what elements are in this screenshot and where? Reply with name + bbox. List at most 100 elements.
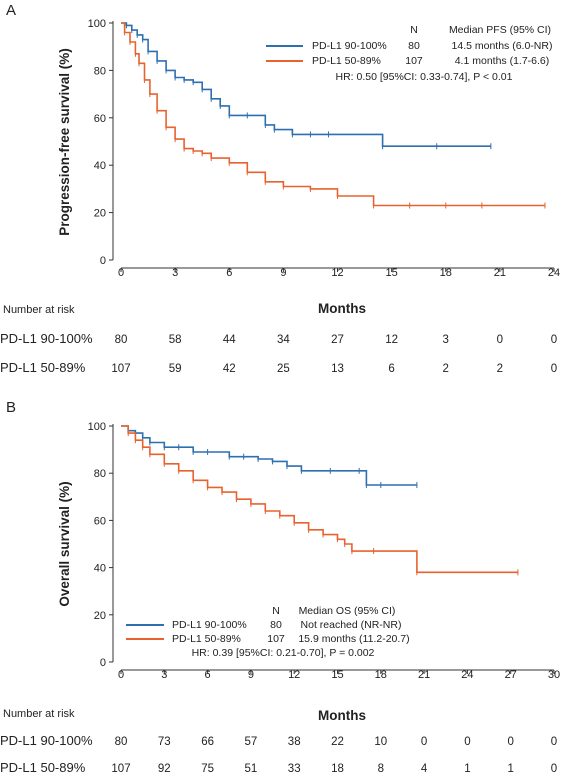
panel-b-risk-value: 10 [374,736,387,748]
panel-a-risk-value: 25 [277,363,290,375]
panel-b-risk-value: 4 [421,763,428,775]
panel-a-risk-value: 2 [443,363,449,375]
panel-b-y-tick-label: 40 [94,563,106,575]
panel-b-x-tick-label: 30 [548,669,560,681]
panel-a-risk-value: 59 [169,363,182,375]
panel-b-legend-n-90: 80 [270,619,282,631]
panel-a-y-tick-label: 100 [88,18,106,30]
panel-b-y-tick-label: 0 [100,657,106,669]
panel-b-risk-value: 18 [331,763,344,775]
panel-b-series-90-100-curve [121,425,417,486]
panel-b-risk-value: 75 [201,763,214,775]
panel-a-x-tick-label: 0 [118,267,124,279]
panel-a-legend-name-90: PD-L1 90-100% [312,40,387,52]
panel-a-y-tick-label: 60 [94,113,106,125]
panel-a-risk-label-90: PD-L1 90-100% [0,331,93,346]
panel-a-risk-value: 42 [223,363,236,375]
panel-b-series-50-89-curve [121,425,518,574]
panel-b-legend-name-90: PD-L1 90-100% [172,619,247,631]
panel-b-x-tick-label: 21 [418,669,430,681]
panel-a-y-tick-label: 40 [94,160,106,172]
panel-b-risk-value: 0 [551,736,557,748]
panel-b-risk-value: 92 [158,763,171,775]
panel-a-x-tick-label: 9 [280,267,286,279]
panel-b-risk-value: 51 [245,763,258,775]
panel-b-risk-value: 73 [158,736,171,748]
panel-b-risk-value: 66 [201,736,214,748]
panel-b-legend-median-90: Not reached (NR-NR) [301,619,402,631]
panel-b-letter: B [6,399,16,416]
panel-a-risk-value: 0 [497,334,503,346]
panel-b-risk-value: 38 [288,736,301,748]
panel-b-risk-value: 33 [288,763,301,775]
panel-b-x-tick-label: 18 [375,669,387,681]
panel-b-legend-n-header: N [272,605,280,617]
panel-a-legend-median-90: 14.5 months (6.0-NR) [452,40,553,52]
panel-a-risk-value: 13 [331,363,344,375]
panel-a-x-tick-label: 18 [440,267,452,279]
panel-a-risk-value: 0 [551,363,557,375]
panel-b-risk-value: 107 [111,763,130,775]
panel-b-y-axis-label: Overall survival (%) [57,481,72,606]
panel-a-x-tick-label: 12 [331,267,343,279]
panel-a-risk-value: 107 [111,363,130,375]
panel-b-legend-n-50: 107 [267,633,285,645]
panel-a-y-tick-label: 0 [100,255,106,267]
panel-b-risk-value: 80 [115,736,128,748]
panel-b-risk-value: 0 [421,736,427,748]
panel-a-risk-value: 80 [115,334,128,346]
panel-b-risk-label-50: PD-L1 50-89% [0,760,86,775]
panel-b-legend-hr: HR: 0.39 [95%CI: 0.21-0.70], P = 0.002 [192,647,375,659]
panel-a-risk-title: Number at risk [3,304,75,316]
panel-a-risk-value: 2 [497,363,503,375]
panel-b-risk-value: 1 [507,763,513,775]
panel-b-x-tick-label: 12 [288,669,300,681]
panel-b-legend-median-header: Median OS (95% CI) [299,605,396,617]
panel-b-x-tick-label: 6 [205,669,211,681]
panel-b-legend-name-50: PD-L1 50-89% [172,633,241,645]
panel-b-x-tick-label: 0 [118,669,124,681]
panel-b-risk-value: 0 [551,763,557,775]
panel-b-legend-median-50: 15.9 months (11.2-20.7) [298,633,409,645]
panel-a-legend-n-90: 80 [408,40,420,52]
panel-a-x-tick-label: 3 [172,267,178,279]
panel-a-legend-median-header: Median PFS (95% CI) [449,24,551,36]
panel-a-series-90-100-curve [121,22,491,147]
panel-a-risk-value: 0 [551,334,557,346]
panel-a-risk-value: 3 [443,334,449,346]
panel-a-pfs: A Progression-free survival (%) Months N… [0,2,560,375]
panel-b-y-tick-label: 80 [94,468,106,480]
panel-a-risk-value: 34 [277,334,290,346]
panel-a-legend-name-50: PD-L1 50-89% [312,55,381,67]
panel-b-risk-value: 1 [464,763,470,775]
panel-a-y-tick-label: 20 [94,208,106,220]
panel-b-os: B Overall survival (%) Months Number at … [0,399,560,775]
panel-b-y-tick-label: 20 [94,610,106,622]
panel-b-x-tick-label: 9 [248,669,254,681]
panel-a-x-tick-label: 24 [548,267,560,279]
panel-b-x-tick-label: 24 [461,669,473,681]
panel-a-legend-n-50: 107 [405,55,423,67]
panel-a-x-tick-label: 21 [494,267,506,279]
panel-a-y-axis-label: Progression-free survival (%) [57,48,72,236]
panel-a-risk-label-50: PD-L1 50-89% [0,360,86,375]
panel-a-risk-value: 58 [169,334,182,346]
panel-b-risk-title: Number at risk [3,708,75,720]
panel-b-risk-value: 8 [378,763,384,775]
panel-b-risk-value: 0 [507,736,513,748]
panel-a-x-axis-label: Months [318,301,366,316]
panel-a-risk-value: 12 [385,334,398,346]
panel-a-legend-hr: HR: 0.50 [95%CI: 0.33-0.74], P < 0.01 [336,71,513,83]
panel-a-letter: A [6,2,16,19]
panel-a-legend: N Median PFS (95% CI) PD-L1 90-100% 80 1… [266,24,552,83]
panel-a-risk-value: 44 [223,334,236,346]
panel-a-risk-value: 27 [331,334,344,346]
panel-a-x-tick-label: 6 [226,267,232,279]
panel-b-y-tick-label: 100 [88,421,106,433]
panel-b-x-axis-label: Months [318,708,366,723]
panel-b-risk-label-90: PD-L1 90-100% [0,733,93,748]
panel-b-x-tick-label: 15 [331,669,343,681]
panel-b-y-tick-label: 60 [94,515,106,527]
panel-a-x-tick-label: 15 [386,267,398,279]
